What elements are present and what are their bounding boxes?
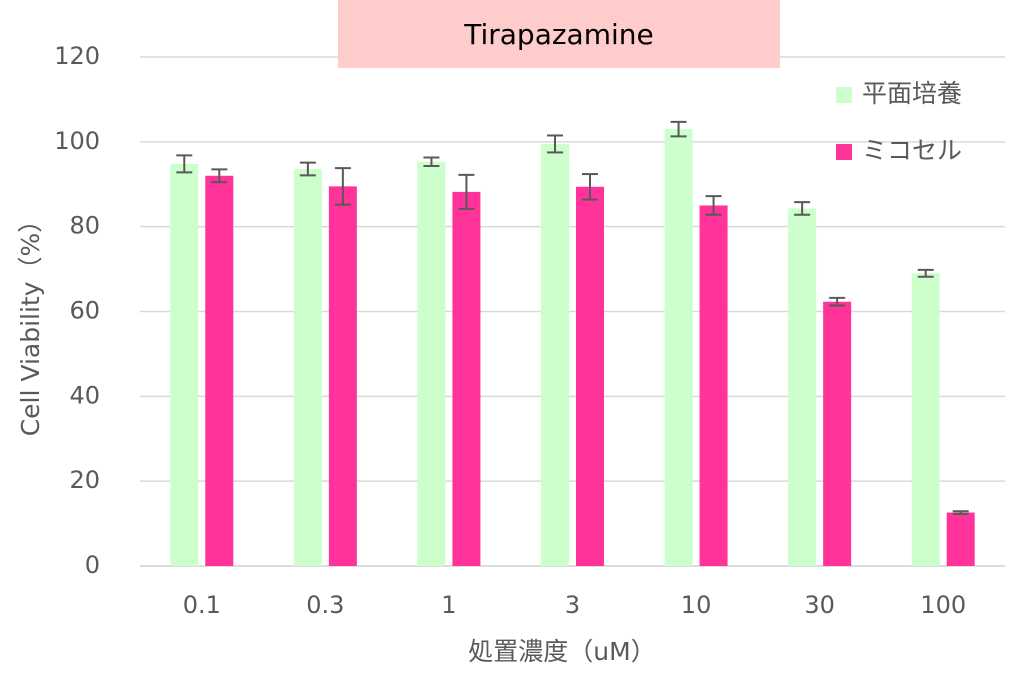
- x-axis-ticks: 0.1 0.3 1 3 10 30 100: [183, 591, 966, 619]
- y-tick-label: 20: [69, 466, 100, 494]
- bar: [946, 512, 975, 566]
- bars: [170, 129, 975, 567]
- x-tick-label: 30: [804, 591, 835, 619]
- legend-label: 平面培養: [862, 79, 962, 108]
- bar: [452, 191, 481, 566]
- bar: [541, 143, 569, 566]
- bar: [205, 175, 234, 566]
- legend-label: ミコセル: [862, 136, 962, 165]
- y-tick-label: 120: [54, 42, 100, 70]
- bar: [911, 273, 940, 566]
- y-tick-label: 80: [69, 212, 100, 240]
- chart-title: Tirapazamine: [463, 18, 654, 51]
- x-tick-label: 100: [920, 591, 966, 619]
- y-tick-label: 100: [54, 127, 100, 155]
- bar: [417, 161, 446, 566]
- chart-title-box: [338, 0, 780, 68]
- bar: [328, 186, 357, 566]
- x-axis-title: 処置濃度（uM）: [468, 637, 655, 666]
- y-tick-label: 0: [85, 551, 100, 579]
- bar: [170, 163, 199, 566]
- y-axis-title: Cell Viability（%）: [16, 208, 45, 437]
- bar: [823, 301, 852, 566]
- x-tick-label: 0.1: [183, 591, 221, 619]
- y-axis-ticks: 0 20 40 60 80 100 120: [54, 42, 100, 579]
- error-bars: [176, 120, 969, 515]
- gridlines: [140, 56, 1005, 567]
- x-tick-label: 10: [681, 591, 712, 619]
- y-tick-label: 60: [69, 297, 100, 325]
- bar: [788, 208, 817, 567]
- y-tick-label: 40: [69, 381, 100, 409]
- bar: [664, 129, 693, 566]
- legend-swatch: [836, 144, 852, 160]
- x-tick-label: 1: [441, 591, 456, 619]
- legend-swatch: [836, 87, 852, 103]
- bar: [293, 168, 322, 567]
- x-tick-label: 3: [565, 591, 580, 619]
- bar: [576, 186, 604, 567]
- x-tick-label: 0.3: [306, 591, 344, 619]
- bar: [699, 205, 728, 567]
